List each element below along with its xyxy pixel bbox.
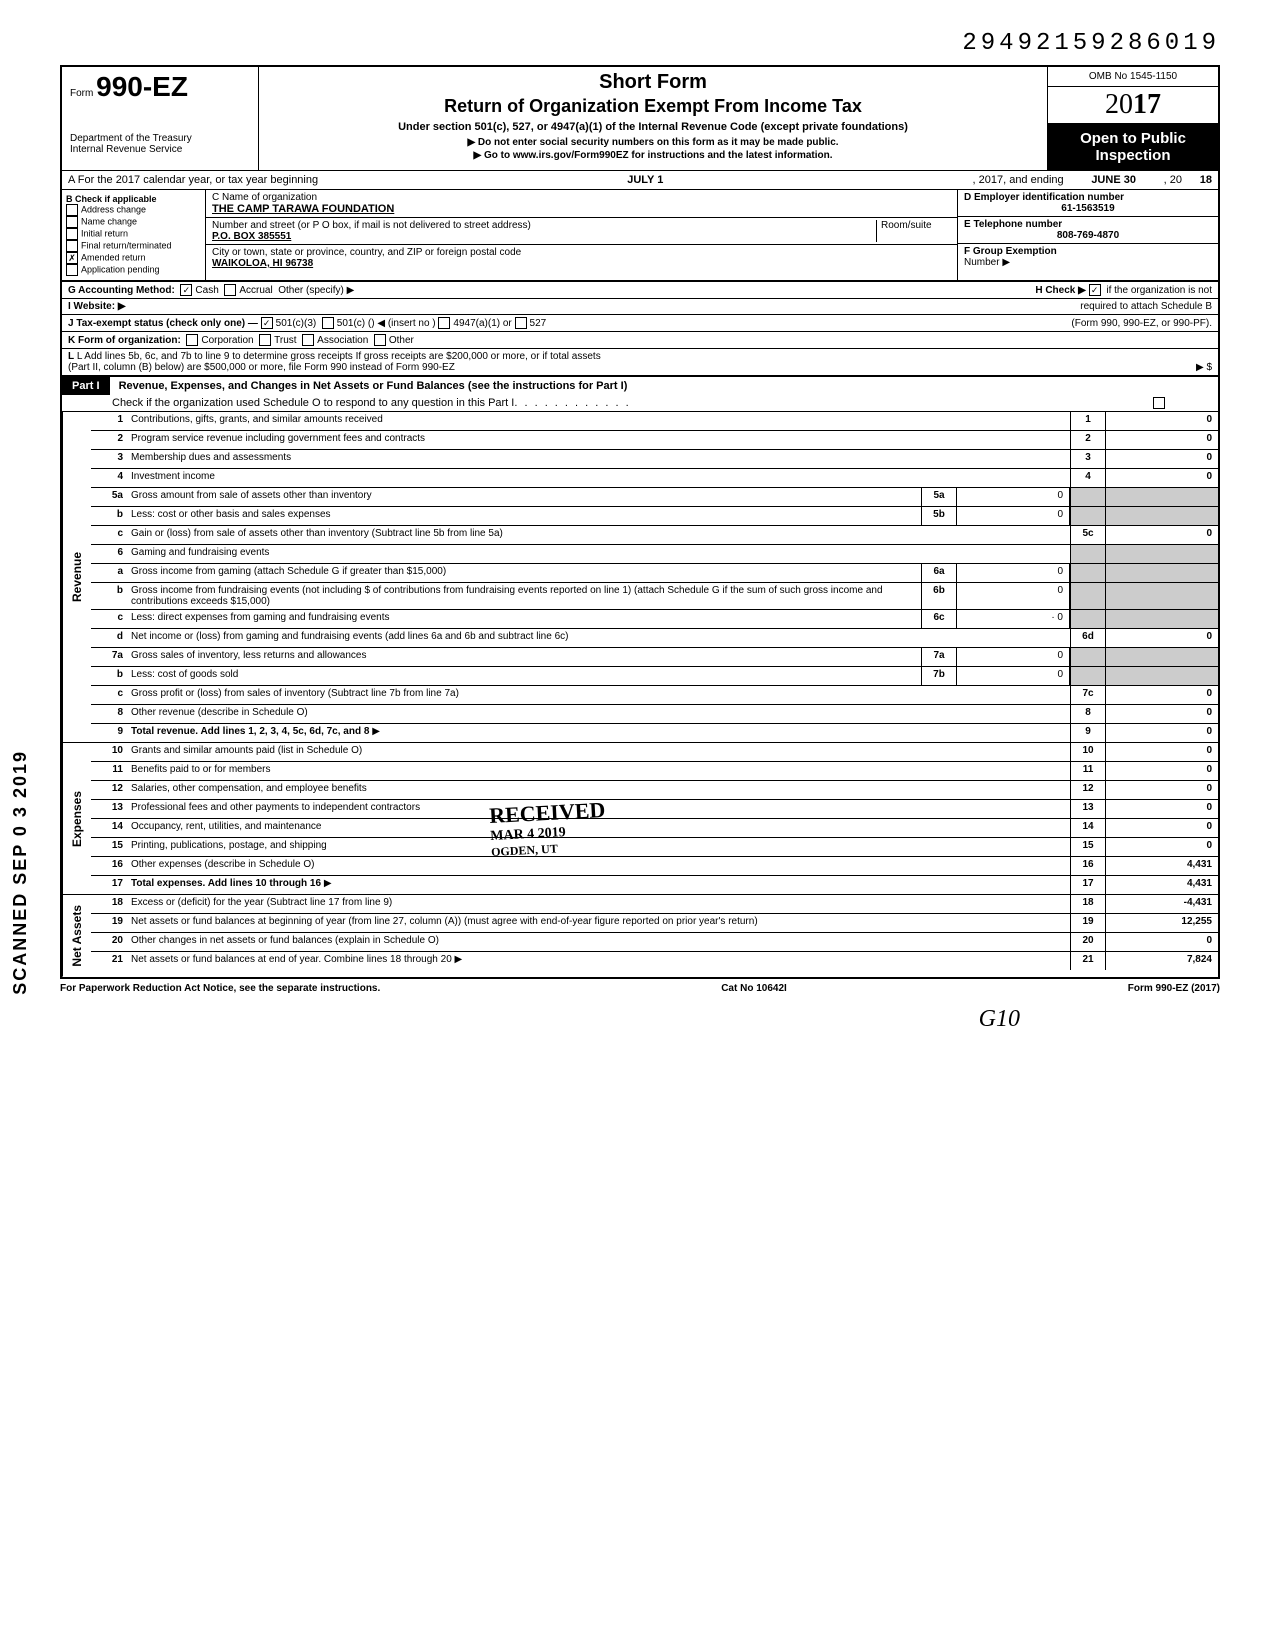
col-b-title: B Check if applicable [66, 194, 201, 204]
part1-header: Part I Revenue, Expenses, and Changes in… [60, 377, 1220, 412]
chk-trust[interactable] [259, 334, 271, 346]
footer-mid: Cat No 10642I [721, 983, 787, 994]
addr-label: Number and street (or P O box, if mail i… [212, 220, 876, 231]
irs-label: Internal Revenue Service [70, 144, 250, 155]
omb-number: OMB No 1545-1150 [1048, 67, 1218, 87]
revenue-block: Revenue 1Contributions, gifts, grants, a… [60, 412, 1220, 742]
f-label: F Group Exemption [964, 246, 1057, 257]
chk-final[interactable] [66, 240, 78, 252]
chk-501c[interactable] [322, 317, 334, 329]
open-public: Open to Public Inspection [1048, 124, 1218, 170]
received-stamp: RECEIVED MAR 4 2019 OGDEN, UT [489, 797, 608, 860]
ein: 61-1563519 [964, 203, 1212, 214]
footer-right: Form 990-EZ (2017) [1128, 983, 1220, 994]
chk-4947[interactable] [438, 317, 450, 329]
form-number: 990-EZ [96, 71, 188, 102]
expenses-block: Expenses 10Grants and similar amounts pa… [60, 742, 1220, 894]
chk-other[interactable] [374, 334, 386, 346]
chk-assoc[interactable] [302, 334, 314, 346]
city-label: City or town, state or province, country… [212, 247, 951, 258]
chk-h[interactable] [1089, 284, 1101, 296]
row-g: G Accounting Method: Cash Accrual Other … [60, 282, 1220, 299]
chk-pending[interactable] [66, 264, 78, 276]
netassets-block: Net Assets 18Excess or (deficit) for the… [60, 894, 1220, 979]
document-number: 29492159286019 [60, 30, 1220, 57]
f-number: Number ▶ [964, 257, 1010, 268]
tax-year: 2017 [1048, 87, 1218, 124]
handwritten-note: G10 [60, 1006, 1220, 1033]
short-form-title: Short Form [269, 71, 1037, 94]
netassets-tab: Net Assets [62, 895, 91, 977]
form-header: Form 990-EZ Department of the Treasury I… [60, 65, 1220, 170]
return-title: Return of Organization Exempt From Incom… [269, 96, 1037, 117]
chk-cash[interactable] [180, 284, 192, 296]
footer-left: For Paperwork Reduction Act Notice, see … [60, 983, 380, 994]
d-label: D Employer identification number [964, 192, 1212, 203]
footer: For Paperwork Reduction Act Notice, see … [60, 979, 1220, 998]
room-label: Room/suite [876, 220, 951, 242]
e-label: E Telephone number [964, 219, 1212, 230]
dept-treasury: Department of the Treasury [70, 133, 250, 144]
org-name: THE CAMP TARAWA FOUNDATION [212, 203, 951, 215]
org-address: P.O. BOX 385551 [212, 231, 876, 242]
c-label: C Name of organization [212, 192, 951, 203]
phone: 808-769-4870 [964, 230, 1212, 241]
row-j: J Tax-exempt status (check only one) — 5… [60, 315, 1220, 332]
org-city: WAIKOLOA, HI 96738 [212, 258, 951, 269]
chk-corp[interactable] [186, 334, 198, 346]
chk-part1[interactable] [1153, 397, 1165, 409]
chk-amended[interactable] [66, 252, 78, 264]
chk-address[interactable] [66, 204, 78, 216]
row-a-calendar: A For the 2017 calendar year, or tax yea… [60, 170, 1220, 190]
org-info-box: B Check if applicable Address change Nam… [60, 190, 1220, 282]
row-k: K Form of organization: Corporation Trus… [60, 332, 1220, 349]
under-section: Under section 501(c), 527, or 4947(a)(1)… [269, 121, 1037, 133]
chk-527[interactable] [515, 317, 527, 329]
chk-initial[interactable] [66, 228, 78, 240]
goto-url: ▶ Go to www.irs.gov/Form990EZ for instru… [269, 150, 1037, 161]
chk-name[interactable] [66, 216, 78, 228]
expenses-tab: Expenses [62, 743, 91, 894]
revenue-tab: Revenue [62, 412, 91, 742]
chk-accrual[interactable] [224, 284, 236, 296]
ssn-warning: ▶ Do not enter social security numbers o… [269, 137, 1037, 148]
row-i: I Website: ▶ required to attach Schedule… [60, 299, 1220, 315]
chk-501c3[interactable] [261, 317, 273, 329]
form-prefix: Form [70, 88, 93, 99]
row-l: L L Add lines 5b, 6c, and 7b to line 9 t… [60, 349, 1220, 377]
scanned-stamp: SCANNED SEP 0 3 2019 [10, 750, 31, 995]
